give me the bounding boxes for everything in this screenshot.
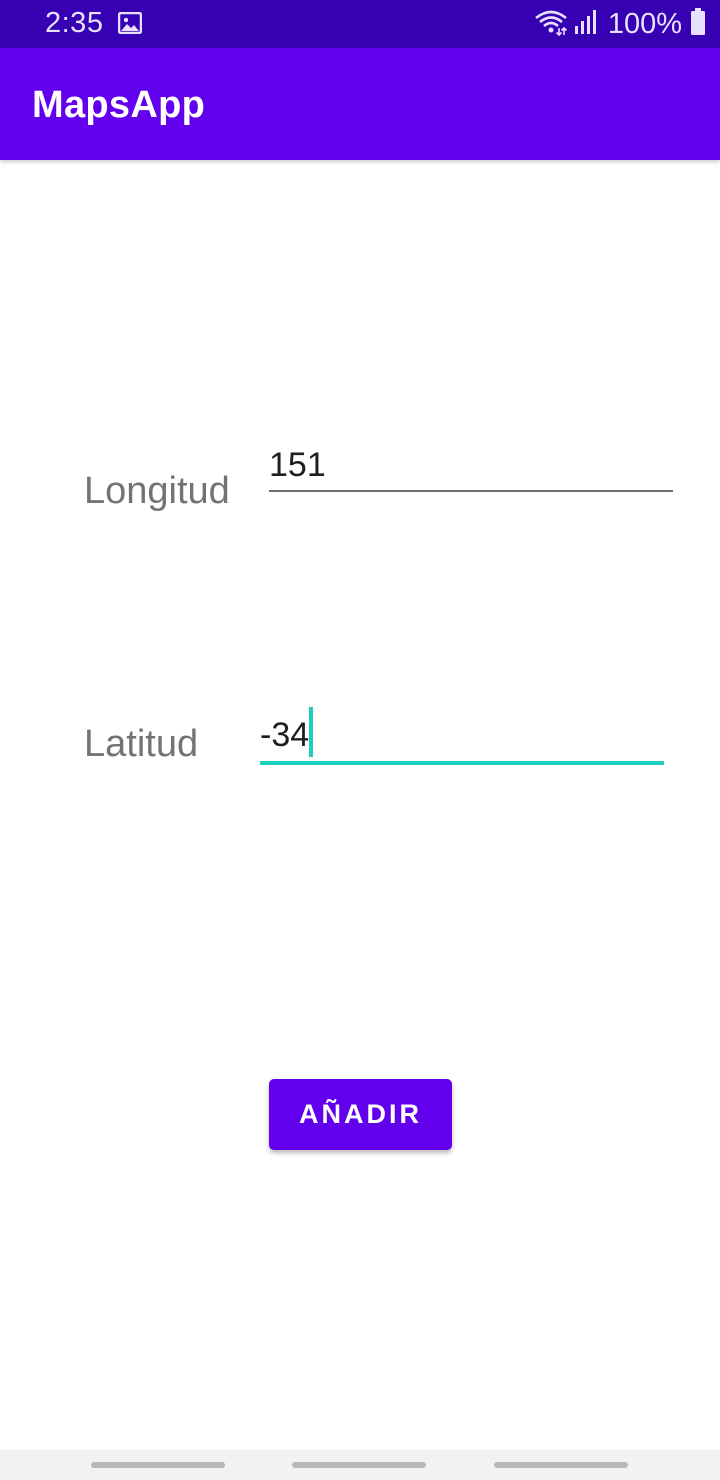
app-title: MapsApp [32, 84, 206, 126]
longitude-input-underline [269, 490, 673, 492]
add-button[interactable]: AÑADIR [269, 1079, 452, 1150]
wifi-icon [534, 8, 568, 41]
app-bar: MapsApp [0, 48, 720, 160]
recent-apps-button[interactable] [91, 1462, 225, 1468]
status-time: 2:35 [45, 7, 104, 39]
latitude-input[interactable]: -34 [260, 716, 310, 754]
image-icon [117, 11, 143, 35]
latitude-input-underline [260, 761, 664, 765]
longitude-label: Longitud [84, 470, 230, 512]
longitude-input[interactable]: 151 [269, 446, 326, 484]
battery-icon [690, 7, 706, 41]
back-button[interactable] [494, 1462, 628, 1468]
status-right: 100% [534, 6, 706, 42]
battery-percentage: 100% [607, 7, 682, 40]
navigation-bar [0, 1450, 720, 1480]
text-cursor [309, 707, 313, 757]
latitude-label: Latitud [84, 723, 199, 765]
status-bar: 2:35 [0, 0, 720, 48]
signal-icon [574, 9, 598, 40]
home-button[interactable] [292, 1462, 426, 1468]
